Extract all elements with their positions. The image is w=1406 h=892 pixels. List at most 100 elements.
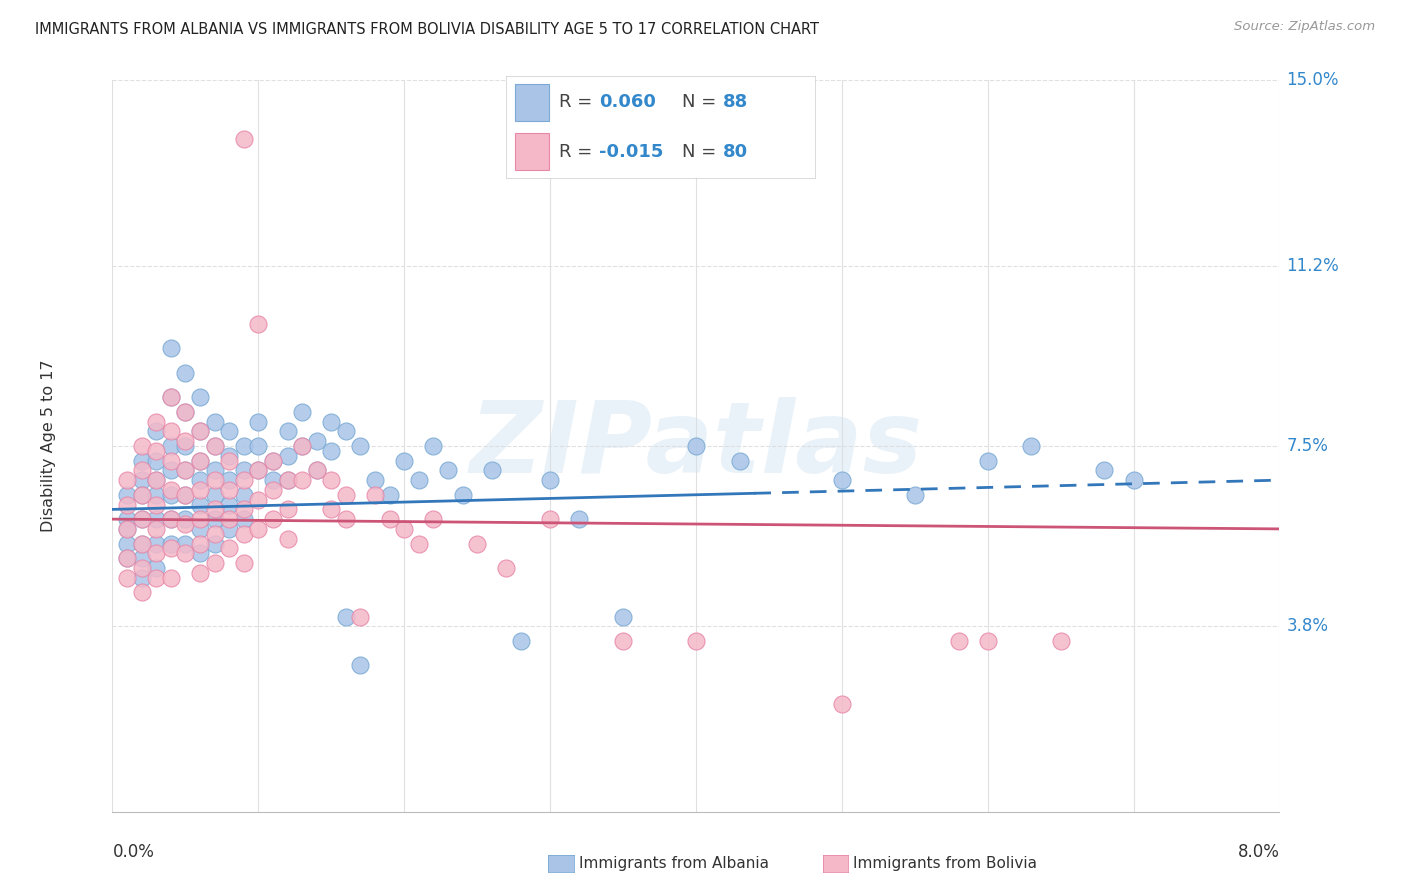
Point (495, 561, 517, 575)
Point (392, 522, 416, 536)
Point (115, 522, 138, 536)
Point (174, 516, 197, 531)
Point (335, 512, 357, 526)
Point (145, 473, 167, 487)
Point (145, 488, 167, 502)
Point (364, 488, 387, 502)
Point (131, 473, 153, 487)
Point (115, 522, 138, 536)
Text: 11.2%: 11.2% (1286, 257, 1340, 275)
Point (612, 634, 634, 648)
Point (188, 473, 211, 487)
Point (131, 571, 153, 585)
Point (321, 473, 343, 487)
Point (115, 498, 138, 512)
Point (204, 556, 226, 570)
Point (232, 502, 254, 516)
Point (204, 439, 226, 453)
Text: R =: R = (558, 143, 598, 161)
Point (218, 473, 240, 487)
Text: -0.015: -0.015 (599, 143, 664, 161)
Point (364, 473, 387, 487)
Point (145, 415, 167, 429)
Point (976, 453, 998, 467)
Point (160, 571, 183, 585)
Text: 0.060: 0.060 (599, 94, 655, 112)
Point (204, 502, 226, 516)
Point (247, 522, 270, 536)
Text: Source: ZipAtlas.com: Source: ZipAtlas.com (1234, 20, 1375, 33)
Point (188, 546, 211, 560)
Point (188, 425, 211, 439)
Point (160, 342, 183, 356)
Point (115, 551, 138, 566)
Point (131, 488, 153, 502)
Point (131, 488, 153, 502)
Point (174, 546, 197, 560)
Point (160, 425, 183, 439)
Point (291, 439, 314, 453)
Point (262, 473, 284, 487)
Point (174, 536, 197, 550)
Point (904, 488, 927, 502)
Point (174, 463, 197, 477)
Point (232, 556, 254, 570)
Point (349, 609, 371, 624)
Point (145, 453, 167, 467)
Point (145, 473, 167, 487)
Point (160, 483, 183, 497)
Point (174, 512, 197, 526)
Point (115, 488, 138, 502)
Point (174, 366, 197, 380)
Point (509, 634, 531, 648)
Point (204, 512, 226, 526)
Point (218, 541, 240, 556)
Point (174, 405, 197, 419)
Point (262, 453, 284, 467)
Point (204, 526, 226, 541)
Point (305, 463, 328, 477)
Text: ZIPatlas: ZIPatlas (470, 398, 922, 494)
Point (218, 522, 240, 536)
Point (160, 512, 183, 526)
Point (1122, 473, 1144, 487)
Point (131, 536, 153, 550)
Point (276, 532, 298, 546)
Point (437, 463, 460, 477)
Point (174, 463, 197, 477)
Point (204, 473, 226, 487)
Point (218, 483, 240, 497)
Text: 15.0%: 15.0% (1286, 71, 1339, 89)
Point (538, 473, 561, 487)
Point (1049, 634, 1071, 648)
Point (685, 439, 707, 453)
Point (188, 522, 211, 536)
Point (232, 439, 254, 453)
Point (422, 439, 444, 453)
Text: 88: 88 (723, 94, 748, 112)
Point (408, 536, 430, 550)
Point (115, 512, 138, 526)
Point (131, 512, 153, 526)
Point (204, 439, 226, 453)
Point (728, 453, 751, 467)
Point (188, 390, 211, 404)
Point (160, 439, 183, 453)
Point (1094, 463, 1116, 477)
Point (685, 634, 707, 648)
Point (276, 473, 298, 487)
Point (131, 463, 153, 477)
Point (276, 473, 298, 487)
Point (465, 536, 488, 550)
Point (321, 502, 343, 516)
Point (145, 498, 167, 512)
Point (378, 512, 401, 526)
Text: 80: 80 (723, 143, 748, 161)
Text: IMMIGRANTS FROM ALBANIA VS IMMIGRANTS FROM BOLIVIA DISABILITY AGE 5 TO 17 CORREL: IMMIGRANTS FROM ALBANIA VS IMMIGRANTS FR… (35, 22, 820, 37)
Point (276, 449, 298, 463)
Point (831, 473, 853, 487)
Bar (516, 133, 550, 170)
Point (188, 512, 211, 526)
Point (335, 488, 357, 502)
Point (321, 443, 343, 458)
